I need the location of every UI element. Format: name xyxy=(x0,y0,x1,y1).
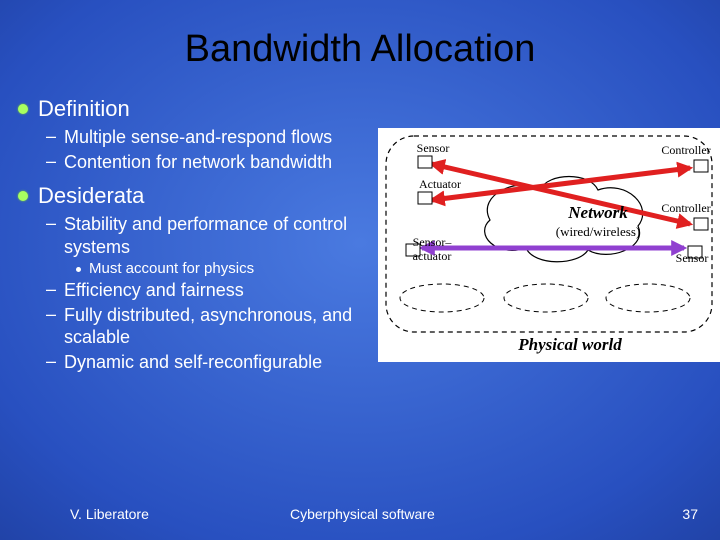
slide-title: Bandwidth Allocation xyxy=(0,0,720,71)
footer-page-number: 37 xyxy=(682,506,698,522)
list-text: Contention for network bandwidth xyxy=(64,151,332,174)
footer-subject: Cyberphysical software xyxy=(290,506,435,522)
list-text: Must account for physics xyxy=(89,260,254,277)
dot-icon xyxy=(76,267,81,272)
list-text: Dynamic and self-reconfigurable xyxy=(64,351,322,374)
svg-text:(wired/wireless): (wired/wireless) xyxy=(556,224,640,239)
section-definition: Definition xyxy=(18,96,356,122)
list-text: Efficiency and fairness xyxy=(64,279,244,302)
svg-text:Sensor: Sensor xyxy=(417,141,450,155)
section-desiderata: Desiderata xyxy=(18,183,356,209)
section-label: Definition xyxy=(38,96,130,122)
dash-icon: – xyxy=(46,351,56,372)
dash-icon: – xyxy=(46,279,56,300)
list-text: Stability and performance of control sys… xyxy=(64,213,356,258)
svg-text:Sensor–: Sensor– xyxy=(413,235,453,249)
network-diagram: Sensor Actuator Sensor–actuator Controller C… xyxy=(378,128,720,362)
list-item: – Dynamic and self-reconfigurable xyxy=(46,351,356,374)
dash-icon: – xyxy=(46,126,56,147)
section-label: Desiderata xyxy=(38,183,144,209)
svg-text:Sensor: Sensor xyxy=(676,251,709,265)
svg-text:actuator: actuator xyxy=(413,249,452,263)
bullet-icon xyxy=(18,191,28,201)
list-item: – Multiple sense-and-respond flows xyxy=(46,126,356,149)
footer-author: V. Liberatore xyxy=(70,506,149,522)
dash-icon: – xyxy=(46,151,56,172)
svg-text:Actuator: Actuator xyxy=(419,177,461,191)
svg-text:Network: Network xyxy=(567,203,628,222)
list-item: – Contention for network bandwidth xyxy=(46,151,356,174)
list-item: – Stability and performance of control s… xyxy=(46,213,356,258)
dash-icon: – xyxy=(46,304,56,325)
list-item: – Efficiency and fairness xyxy=(46,279,356,302)
svg-text:Controller: Controller xyxy=(661,201,710,215)
list-item: – Fully distributed, asynchronous, and s… xyxy=(46,304,356,349)
list-subitem: Must account for physics xyxy=(76,260,356,277)
svg-text:Controller: Controller xyxy=(661,143,710,157)
bullet-icon xyxy=(18,104,28,114)
svg-text:Physical world: Physical world xyxy=(517,335,622,354)
content-area: Definition – Multiple sense-and-respond … xyxy=(18,96,356,375)
list-text: Multiple sense-and-respond flows xyxy=(64,126,332,149)
list-text: Fully distributed, asynchronous, and sca… xyxy=(64,304,356,349)
dash-icon: – xyxy=(46,213,56,234)
